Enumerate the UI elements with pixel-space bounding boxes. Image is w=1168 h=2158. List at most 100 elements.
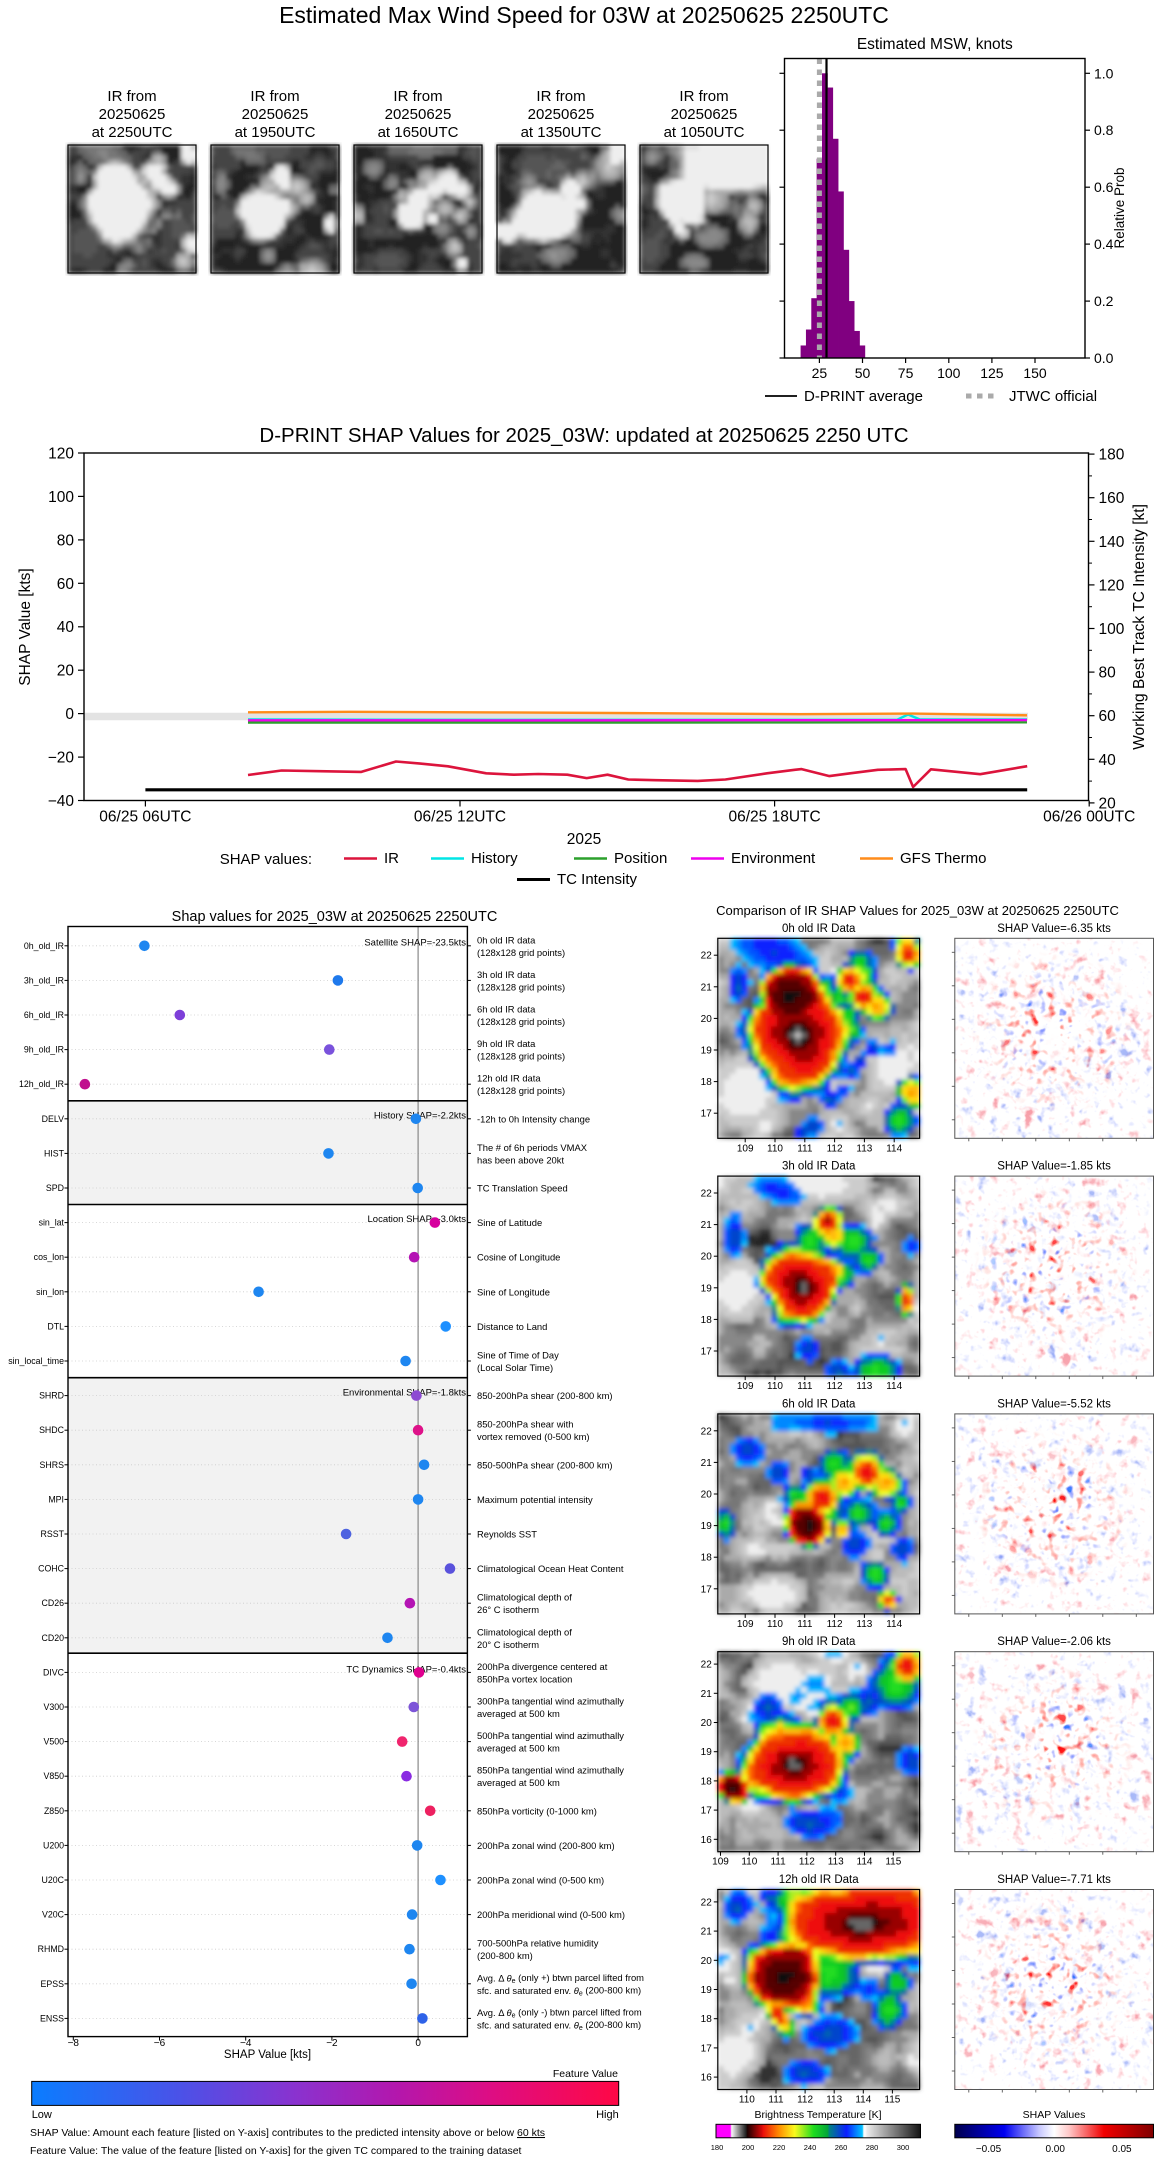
svg-text:75: 75 [898, 365, 914, 381]
svg-text:113: 113 [856, 1381, 872, 1392]
svg-text:110: 110 [767, 1619, 783, 1630]
svg-text:20250625: 20250625 [671, 106, 738, 123]
svg-text:80: 80 [57, 532, 75, 549]
svg-text:21: 21 [701, 1220, 713, 1231]
svg-text:111: 111 [797, 1143, 813, 1154]
svg-text:SHAP Value=-1.85 kts: SHAP Value=-1.85 kts [997, 1161, 1111, 1173]
svg-text:SHRS: SHRS [40, 1460, 65, 1470]
svg-text:Sine of Longitude: Sine of Longitude [477, 1286, 550, 1297]
svg-text:60: 60 [1099, 708, 1117, 725]
svg-text:21: 21 [701, 982, 713, 993]
svg-text:IR from: IR from [250, 88, 299, 105]
svg-text:109: 109 [737, 1381, 754, 1392]
svg-text:125: 125 [980, 365, 1004, 381]
svg-text:112: 112 [827, 1381, 843, 1392]
svg-text:U200: U200 [43, 1840, 64, 1850]
svg-text:17: 17 [701, 1109, 713, 1120]
svg-text:06/25 06UTC: 06/25 06UTC [99, 809, 191, 826]
svg-text:sin_lon: sin_lon [36, 1287, 64, 1297]
svg-text:40: 40 [1099, 752, 1117, 769]
svg-text:IR from: IR from [393, 88, 442, 105]
svg-text:−4: −4 [240, 2038, 252, 2049]
svg-text:Location SHAP=-3.0kts: Location SHAP=-3.0kts [368, 1214, 467, 1225]
svg-text:U20C: U20C [42, 1875, 65, 1885]
svg-text:20250625: 20250625 [528, 106, 595, 123]
svg-text:110: 110 [767, 1143, 783, 1154]
svg-text:at 1950UTC: at 1950UTC [235, 124, 316, 141]
svg-text:Cosine of Longitude: Cosine of Longitude [477, 1252, 560, 1263]
svg-text:Environmental SHAP=-1.8kts: Environmental SHAP=-1.8kts [343, 1388, 467, 1399]
svg-text:sfc. and saturated env. θe (20: sfc. and saturated env. θe (200-800 km) [477, 2019, 641, 2032]
svg-text:Climatological Ocean Heat Cont: Climatological Ocean Heat Content [477, 1563, 624, 1574]
svg-text:EPSS: EPSS [41, 1979, 65, 1989]
svg-text:IR from: IR from [536, 88, 585, 105]
svg-text:6h old IR Data: 6h old IR Data [782, 1398, 856, 1410]
svg-text:SHAP values:: SHAP values: [220, 851, 312, 868]
svg-text:114: 114 [886, 1143, 902, 1154]
svg-text:19: 19 [701, 1046, 713, 1057]
svg-text:6h_old_IR: 6h_old_IR [24, 1010, 64, 1020]
svg-text:−20: −20 [48, 750, 75, 767]
svg-text:−8: −8 [68, 2038, 80, 2049]
svg-text:−6: −6 [154, 2038, 166, 2049]
svg-text:12h old IR data: 12h old IR data [477, 1073, 541, 1084]
svg-text:9h old IR Data: 9h old IR Data [782, 1636, 856, 1648]
svg-text:Avg. Δ θe (only -) btwn parcel: Avg. Δ θe (only -) btwn parcel lifted fr… [477, 2006, 642, 2019]
svg-text:IR: IR [384, 850, 399, 867]
svg-text:MPI: MPI [48, 1494, 64, 1504]
svg-text:180: 180 [1099, 447, 1125, 464]
svg-text:CD26: CD26 [42, 1598, 65, 1608]
svg-text:06/25 12UTC: 06/25 12UTC [414, 809, 506, 826]
svg-text:SHRD: SHRD [39, 1391, 64, 1401]
svg-text:20: 20 [57, 663, 75, 680]
svg-text:SHAP Value [kts]: SHAP Value [kts] [17, 568, 34, 685]
svg-text:100: 100 [1099, 621, 1125, 638]
svg-text:(128x128 grid points): (128x128 grid points) [477, 1016, 565, 1027]
svg-text:06/25 18UTC: 06/25 18UTC [728, 809, 820, 826]
svg-text:22: 22 [701, 951, 713, 962]
svg-text:Comparison of IR SHAP Values f: Comparison of IR SHAP Values for 2025_03… [716, 903, 1119, 918]
svg-text:Environment: Environment [731, 850, 816, 867]
svg-text:20250625: 20250625 [99, 106, 166, 123]
svg-text:Climatological depth of: Climatological depth of [477, 1592, 572, 1603]
svg-text:sin_local_time: sin_local_time [8, 1356, 64, 1366]
svg-text:Feature Value: Feature Value [553, 2068, 618, 2080]
svg-text:06/26 00UTC: 06/26 00UTC [1043, 809, 1135, 826]
svg-text:25: 25 [812, 365, 828, 381]
svg-text:DTL: DTL [47, 1321, 64, 1331]
svg-text:200hPa zonal wind (0-500 km): 200hPa zonal wind (0-500 km) [477, 1875, 604, 1886]
svg-text:20250625: 20250625 [242, 106, 309, 123]
svg-text:averaged at 500 km: averaged at 500 km [477, 1777, 560, 1788]
svg-text:The # of 6h periods VMAX: The # of 6h periods VMAX [477, 1142, 588, 1153]
svg-text:SHAP Value=-5.52 kts: SHAP Value=-5.52 kts [997, 1398, 1111, 1410]
svg-text:Avg. Δ θe (only +) btwn parcel: Avg. Δ θe (only +) btwn parcel lifted fr… [477, 1972, 644, 1985]
svg-text:−2: −2 [326, 2038, 338, 2049]
svg-text:0h_old_IR: 0h_old_IR [24, 941, 64, 951]
svg-text:-12h to 0h Intensity change: -12h to 0h Intensity change [477, 1113, 590, 1124]
svg-text:50: 50 [855, 365, 871, 381]
svg-text:History: History [471, 850, 518, 867]
svg-text:Estimated Max Wind Speed for 0: Estimated Max Wind Speed for 03W at 2025… [279, 2, 889, 28]
svg-text:22: 22 [701, 1189, 713, 1200]
svg-text:RHMD: RHMD [38, 1944, 64, 1954]
svg-text:22: 22 [701, 1426, 713, 1437]
svg-text:DELV: DELV [42, 1114, 64, 1124]
svg-text:Sine of Time of Day: Sine of Time of Day [477, 1350, 559, 1361]
svg-text:0.2: 0.2 [1094, 293, 1114, 309]
svg-text:26° C isotherm: 26° C isotherm [477, 1604, 539, 1615]
svg-text:Shap values for 2025_03W at 20: Shap values for 2025_03W at 20250625 225… [172, 909, 498, 925]
svg-text:111: 111 [797, 1381, 813, 1392]
svg-text:HIST: HIST [44, 1148, 65, 1158]
svg-text:17: 17 [701, 1584, 713, 1595]
svg-text:D-PRINT SHAP Values for 2025_0: D-PRINT SHAP Values for 2025_03W: update… [259, 424, 908, 447]
svg-text:3h old IR data: 3h old IR data [477, 969, 536, 980]
svg-text:3h old IR Data: 3h old IR Data [782, 1161, 856, 1173]
svg-text:9h old IR data: 9h old IR data [477, 1038, 536, 1049]
svg-text:(128x128 grid points): (128x128 grid points) [477, 1051, 565, 1062]
svg-text:vortex removed (0-500 km): vortex removed (0-500 km) [477, 1431, 590, 1442]
svg-text:60: 60 [57, 576, 75, 593]
svg-text:Z850: Z850 [44, 1806, 64, 1816]
svg-text:TC Translation Speed: TC Translation Speed [477, 1183, 568, 1194]
svg-text:20: 20 [1099, 795, 1117, 812]
svg-text:Relative Prob: Relative Prob [1112, 167, 1127, 248]
